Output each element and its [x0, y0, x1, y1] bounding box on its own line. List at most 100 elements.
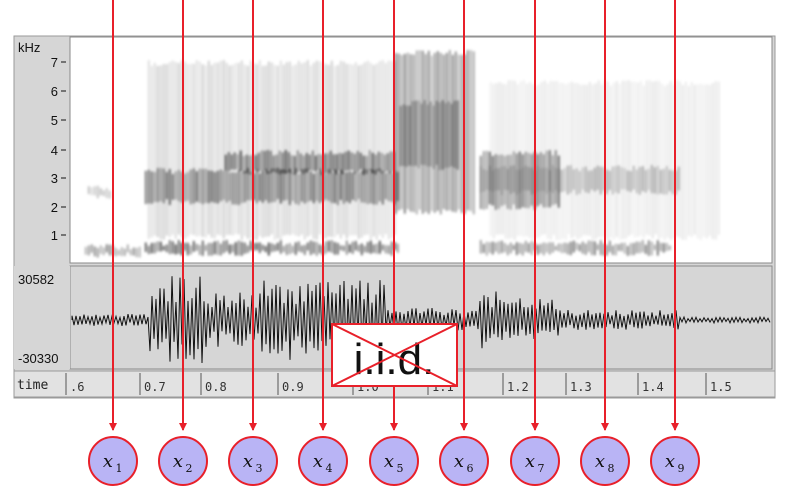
spectrogram-stripe — [109, 244, 111, 256]
node-circle — [158, 436, 208, 486]
spectrogram-stripe — [154, 242, 156, 254]
spectrogram-stripe — [361, 64, 363, 238]
spectrogram-stripe — [523, 80, 525, 237]
spectrogram-stripe — [636, 241, 638, 254]
spectrogram-stripe — [364, 245, 366, 253]
spectrogram-stripe — [391, 61, 393, 239]
spectrogram-stripe — [226, 62, 228, 236]
spectrogram-stripe — [615, 243, 617, 256]
node-circle — [369, 436, 419, 486]
spectrogram-stripe — [231, 154, 233, 170]
spectrogram-stripe — [205, 65, 207, 238]
spectrogram-stripe — [483, 169, 485, 192]
spectrogram-stripe — [564, 242, 566, 253]
spectrogram-stripe — [546, 243, 548, 253]
node-circle — [298, 436, 348, 486]
spectrogram-stripe — [238, 240, 240, 256]
spectrogram-stripe — [160, 65, 162, 240]
spectrogram-stripe — [187, 242, 189, 256]
spectrogram-stripe — [349, 63, 351, 236]
spectrogram-stripe — [208, 242, 210, 256]
spectrogram-stripe — [597, 165, 599, 190]
spectrogram-stripe — [265, 65, 267, 237]
spectrogram-stripe — [454, 100, 456, 168]
spectrogram-stripe — [582, 241, 584, 254]
spectrogram-stripe — [151, 65, 153, 238]
spectrogram-stripe — [331, 60, 333, 238]
spectrogram-stripe — [517, 84, 519, 237]
spectrogram-stripe — [568, 83, 570, 235]
spectrogram-stripe — [670, 81, 672, 240]
spectrogram-stripe — [519, 169, 521, 193]
iid-cross-line-2 — [331, 323, 458, 387]
spectrogram-stripe — [601, 84, 603, 238]
spectrogram-stripe — [202, 64, 204, 238]
spectrogram-stripe — [340, 60, 342, 239]
spectrogram-stripe — [388, 245, 390, 254]
spectrogram-stripe — [424, 100, 426, 166]
spectrogram-stripe — [343, 245, 345, 252]
spectrogram-stripe — [511, 80, 513, 239]
time-tick-label: 1.5 — [710, 380, 732, 394]
spectrogram-stripe — [277, 65, 279, 239]
spectrogram-stripe — [390, 151, 392, 174]
spectrogram-stripe — [574, 82, 576, 237]
time-tick-label: 0.7 — [144, 380, 166, 394]
spectrogram-stripe — [451, 103, 453, 167]
spectrogram-stripe — [226, 240, 228, 252]
spectrogram-stripe — [268, 242, 270, 256]
spectrogram-stripe — [225, 154, 227, 171]
spectrogram-stripe — [355, 240, 357, 251]
spectrogram-stripe — [97, 185, 99, 199]
spectrogram-stripe — [443, 54, 445, 210]
spectrogram-stripe — [461, 54, 463, 213]
spectrogram-stripe — [532, 84, 534, 240]
spectrogram-stripe — [373, 64, 375, 237]
spectrogram-stripe — [580, 84, 582, 238]
spectrogram-stripe — [431, 55, 433, 212]
spectrogram-stripe — [193, 240, 195, 252]
spectrogram-stripe — [237, 154, 239, 170]
spectrogram-stripe — [473, 51, 475, 215]
spectrogram-stripe — [351, 152, 353, 171]
spectrogram-stripe — [433, 105, 435, 169]
spectrogram-stripe — [382, 60, 384, 238]
spectrogram-stripe — [589, 81, 591, 236]
spectrogram-stripe — [510, 165, 512, 194]
spectrogram-stripe — [249, 155, 251, 175]
spectrogram-stripe — [130, 249, 132, 256]
spectrogram-stripe — [669, 169, 671, 192]
spectrogram-stripe — [397, 171, 399, 202]
spectrogram-stripe — [624, 168, 626, 190]
spectrogram-stripe — [421, 103, 423, 165]
spectrogram-stripe — [388, 60, 390, 240]
spectrogram-stripe — [321, 154, 323, 175]
spectrogram-stripe — [214, 62, 216, 239]
spectrogram-stripe — [286, 62, 288, 235]
spectrogram-stripe — [486, 170, 488, 190]
spectrogram-stripe — [280, 240, 282, 254]
spectrogram-stripe — [657, 240, 659, 256]
waveform-min-label: -30330 — [18, 351, 58, 366]
spectrogram-stripe — [259, 60, 261, 236]
spectrogram-stripe — [504, 243, 506, 253]
spectrogram-stripe — [718, 81, 720, 235]
spectrogram-stripe — [672, 170, 674, 195]
spectrogram-stripe — [280, 60, 282, 240]
spectrogram-stripe — [546, 167, 548, 194]
spectrogram-stripe — [579, 170, 581, 194]
spectrogram-stripe — [504, 166, 506, 190]
spectrogram-stripe — [357, 151, 359, 173]
spectrogram-stripe — [637, 82, 639, 237]
spectrogram-stripe — [304, 62, 306, 240]
spectrogram-stripe — [352, 64, 354, 236]
spectrogram-stripe — [577, 83, 579, 240]
spectrogram-stripe — [379, 240, 381, 254]
spectrogram-stripe — [625, 80, 627, 239]
spectrogram-stripe — [648, 168, 650, 190]
spectrogram-stripe — [409, 105, 411, 166]
spectrogram-stripe — [406, 105, 408, 167]
spectrogram-stripe — [358, 244, 360, 252]
